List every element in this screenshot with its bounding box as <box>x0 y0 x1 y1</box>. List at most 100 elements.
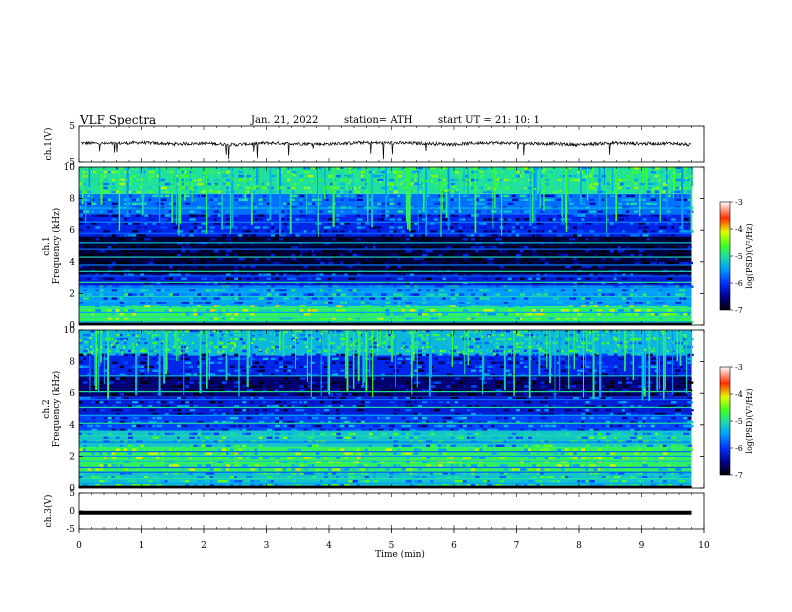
speckle <box>217 369 223 372</box>
speckle <box>564 389 571 392</box>
speckle <box>140 293 144 296</box>
speckle <box>344 265 348 269</box>
speckle <box>397 357 403 360</box>
speckle <box>217 309 222 312</box>
speckle <box>234 305 237 308</box>
speckle <box>242 305 246 308</box>
speckle <box>397 353 402 357</box>
speckle <box>303 297 307 300</box>
speckle <box>569 361 574 364</box>
speckle <box>209 198 213 201</box>
speckle <box>495 317 500 320</box>
speckle <box>123 293 130 296</box>
speckle <box>250 361 256 364</box>
speckle <box>230 349 234 353</box>
sferic <box>631 167 634 184</box>
speckle <box>605 385 609 388</box>
speckle <box>209 373 216 376</box>
speckle <box>103 174 107 178</box>
speckle <box>279 397 286 400</box>
speckle <box>217 361 222 364</box>
speckle <box>373 246 376 249</box>
speckle <box>589 424 595 428</box>
speckle <box>438 313 442 316</box>
speckle <box>487 357 492 360</box>
speckle <box>536 309 543 312</box>
speckle <box>352 361 359 364</box>
speckle <box>242 381 245 384</box>
sferic <box>603 167 605 186</box>
speckle <box>266 389 273 392</box>
speckle <box>189 178 193 182</box>
speckle <box>123 341 127 345</box>
speckle <box>307 337 311 341</box>
speckle <box>650 265 658 269</box>
speckle <box>613 330 618 333</box>
speckle <box>650 178 654 182</box>
speckle <box>479 170 484 174</box>
speckle <box>356 179 359 182</box>
speckle <box>107 389 112 392</box>
speckle <box>328 301 333 304</box>
speckle <box>466 178 471 182</box>
speckle <box>258 333 262 337</box>
speckle <box>687 412 693 416</box>
speckle <box>311 405 318 408</box>
speckle <box>577 234 582 237</box>
speckle <box>79 401 83 404</box>
speckle <box>593 182 599 186</box>
speckle <box>266 218 270 221</box>
speckle <box>262 186 269 190</box>
speckle <box>442 345 446 349</box>
speckle <box>299 194 305 198</box>
speckle <box>303 353 308 357</box>
speckle <box>185 313 190 316</box>
speckle <box>213 337 218 341</box>
speckle <box>193 222 198 225</box>
speckle <box>532 428 538 432</box>
speckle <box>107 416 113 420</box>
speckle <box>654 186 662 190</box>
speckle <box>348 297 355 300</box>
speckle <box>266 265 273 269</box>
speckle <box>397 365 402 368</box>
speckle <box>324 167 329 170</box>
speckle <box>156 416 162 420</box>
speckle <box>646 412 650 416</box>
speckle <box>450 202 454 205</box>
speckle <box>593 293 599 296</box>
speckle <box>385 361 389 364</box>
speckle <box>646 194 650 198</box>
speckle <box>662 401 669 404</box>
speckle <box>430 420 433 424</box>
speckle <box>475 178 479 182</box>
speckle <box>336 238 341 241</box>
speckle <box>454 226 458 229</box>
speckle <box>324 405 329 408</box>
speckle <box>242 369 247 372</box>
speckle <box>536 333 541 337</box>
speckle <box>299 409 305 412</box>
speckle <box>381 424 385 428</box>
speckle <box>279 273 284 276</box>
speckle <box>507 222 512 225</box>
speckle <box>642 226 649 229</box>
speckle <box>609 389 614 392</box>
speckle <box>181 234 185 237</box>
speckle <box>221 333 225 337</box>
speckle <box>336 218 340 221</box>
speckle <box>393 333 397 337</box>
speckle <box>213 345 218 349</box>
speckle <box>242 385 246 388</box>
speckle <box>585 401 590 404</box>
speckle <box>152 289 156 292</box>
speckle <box>103 393 110 396</box>
speckle <box>503 185 506 188</box>
speckle <box>94 184 97 187</box>
speckle <box>197 313 204 316</box>
speckle <box>128 222 135 225</box>
speckle <box>115 333 122 337</box>
speckle <box>368 261 375 265</box>
speckle <box>221 412 227 416</box>
speckle <box>315 405 319 408</box>
